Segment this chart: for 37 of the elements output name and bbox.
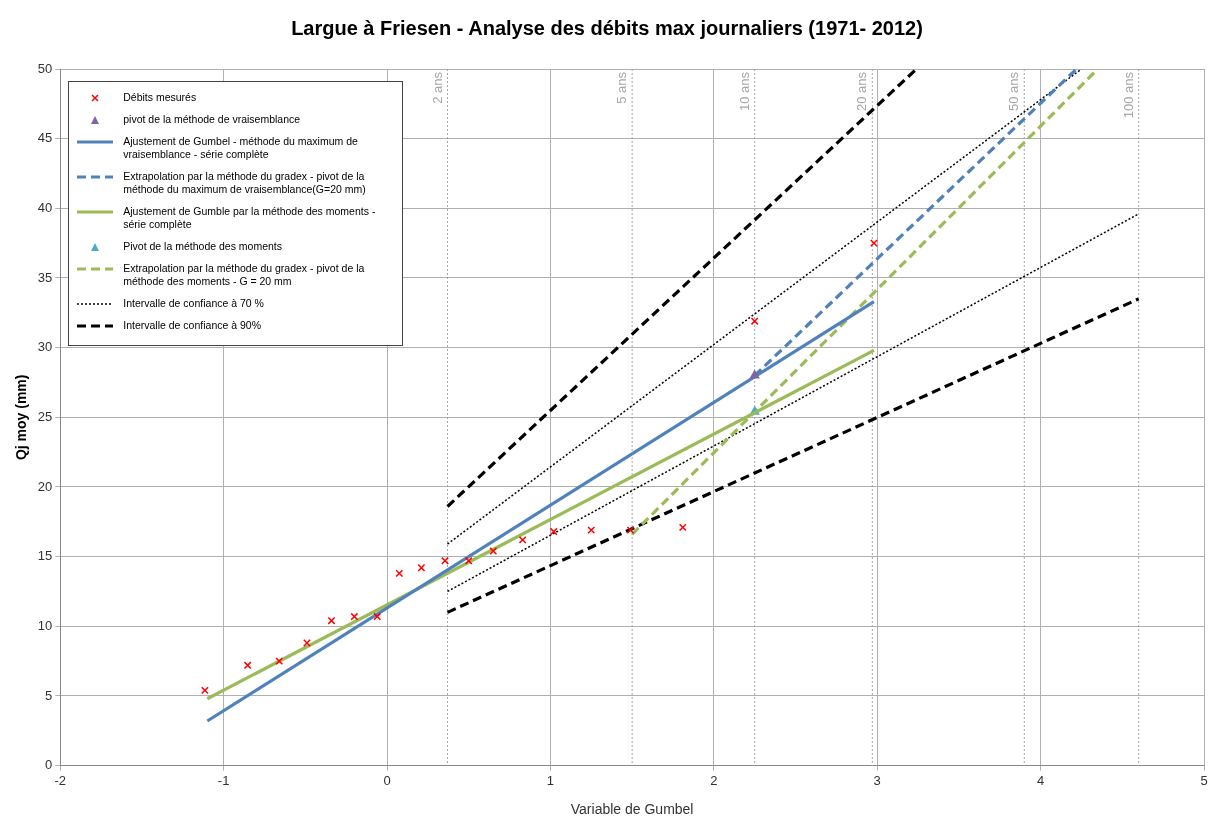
y-tick-label: 30 xyxy=(37,339,53,355)
x-tick-label: 2 xyxy=(710,772,718,788)
y-tick-label: 5 xyxy=(45,687,53,703)
ref-line-label: 50 ans xyxy=(1006,71,1022,112)
y-tick-label: 50 xyxy=(37,60,53,76)
x-axis-title: Variable de Gumbel xyxy=(570,801,694,818)
chart-title: Largue à Friesen - Analyse des débits max journaliers (1971- 2012) xyxy=(291,16,923,39)
legend-label: Intervalle de confiance à 90% xyxy=(123,319,262,332)
y-tick-label: 20 xyxy=(37,478,53,494)
y-tick-label: 10 xyxy=(37,617,53,633)
x-tick-label: 5 xyxy=(1200,772,1208,788)
legend-label: Pivot de la méthode des moments xyxy=(123,240,283,253)
legend-label: pivot de la méthode de vraisemblance xyxy=(123,113,301,126)
y-tick-label: 15 xyxy=(37,548,53,564)
legend-label: Intervalle de confiance à 70 % xyxy=(123,297,264,310)
x-tick-label: 4 xyxy=(1036,772,1045,788)
y-tick-label: 35 xyxy=(37,269,53,285)
x-tick-label: 3 xyxy=(873,772,881,788)
ref-line-label: 100 ans xyxy=(1120,71,1136,119)
y-axis-title: Qj moy (mm) xyxy=(13,374,30,461)
y-tick-label: 25 xyxy=(37,408,53,424)
ref-line-label: 2 ans xyxy=(429,71,445,104)
legend-label: Ajustement de Gumble par la méthode des moments - série complète xyxy=(123,205,377,231)
legend-label: Extrapolation par la méthode du gradex - pivot de la méthode des moments - G = 20 mm xyxy=(123,262,366,288)
y-tick-label: 45 xyxy=(37,130,53,146)
x-tick-label: -2 xyxy=(54,772,67,788)
legend-label: Extrapolation par la méthode du gradex - pivot de la méthode du maximum de vraisemblance(G=20 mm) xyxy=(123,170,367,196)
ref-line-label: 5 ans xyxy=(614,71,630,104)
x-tick-label: 0 xyxy=(383,772,391,788)
y-tick-label: 40 xyxy=(37,199,53,215)
y-tick-label: 0 xyxy=(45,757,53,773)
ref-line-label: 10 ans xyxy=(736,71,752,112)
ref-line-label: 20 ans xyxy=(854,71,870,112)
legend-label: Ajustement de Gumbel - méthode du maximum de vraisemblance - série complète xyxy=(123,135,359,161)
legend-label: Débits mesurés xyxy=(123,91,197,104)
x-tick-label: 1 xyxy=(546,772,555,788)
x-tick-label: -1 xyxy=(217,772,230,788)
